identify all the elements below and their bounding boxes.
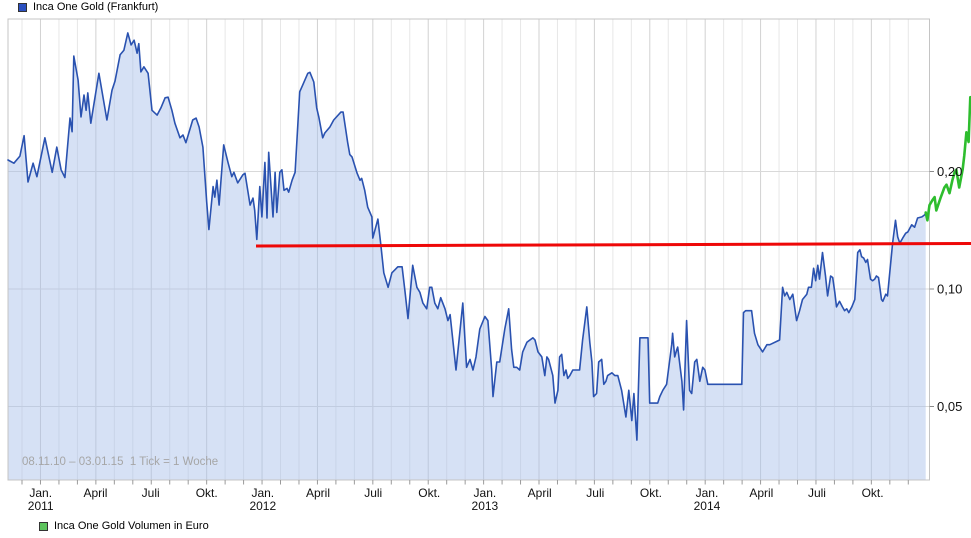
legend-main-series-label: Inca One Gold (Frankfurt) xyxy=(33,1,159,13)
x-axis-label: Jan. xyxy=(29,486,52,500)
price-line xyxy=(7,32,927,441)
legend-volume-series-label: Inca One Gold Volumen in Euro xyxy=(54,520,209,532)
green-volume-swatch-icon xyxy=(39,521,48,531)
x-axis-label: Jan. xyxy=(474,486,497,500)
recent-price-line xyxy=(924,95,971,222)
x-axis-label: Okt. xyxy=(418,486,440,500)
x-axis-label: April xyxy=(83,486,107,500)
x-axis-label: April xyxy=(306,486,330,500)
x-axis-year-label: 2014 xyxy=(694,499,721,513)
y-axis-label: 0,20 xyxy=(937,164,962,179)
x-axis-year-label: 2011 xyxy=(28,499,54,513)
x-axis-label: Jan. xyxy=(251,486,274,500)
reference-price-line xyxy=(255,242,971,248)
x-axis-label: Juli xyxy=(142,486,160,500)
x-axis-label: Juli xyxy=(586,486,604,500)
x-axis-label: Okt. xyxy=(196,486,218,500)
y-axis-label: 0,10 xyxy=(937,282,962,297)
date-range-footnote: 08.11.10 – 03.01.15 1 Tick = 1 Woche xyxy=(22,456,219,468)
price-area-fill xyxy=(8,32,926,481)
y-axis-label: 0,05 xyxy=(937,399,962,414)
legend-main-series: Inca One Gold (Frankfurt) xyxy=(18,1,158,13)
x-axis-year-label: 2013 xyxy=(472,499,499,513)
x-axis-label: Juli xyxy=(364,486,382,500)
blue-series-swatch-icon xyxy=(18,2,27,12)
x-axis-year-label: 2012 xyxy=(249,499,276,513)
plot-border xyxy=(7,18,930,481)
x-axis-label: Jan. xyxy=(696,486,719,500)
legend-volume-series: Inca One Gold Volumen in Euro xyxy=(39,520,209,532)
x-axis-label: Okt. xyxy=(862,486,884,500)
x-axis-label: April xyxy=(749,486,773,500)
x-axis-label: Okt. xyxy=(640,486,662,500)
x-axis-label: April xyxy=(528,486,552,500)
x-axis-label: Juli xyxy=(808,486,826,500)
